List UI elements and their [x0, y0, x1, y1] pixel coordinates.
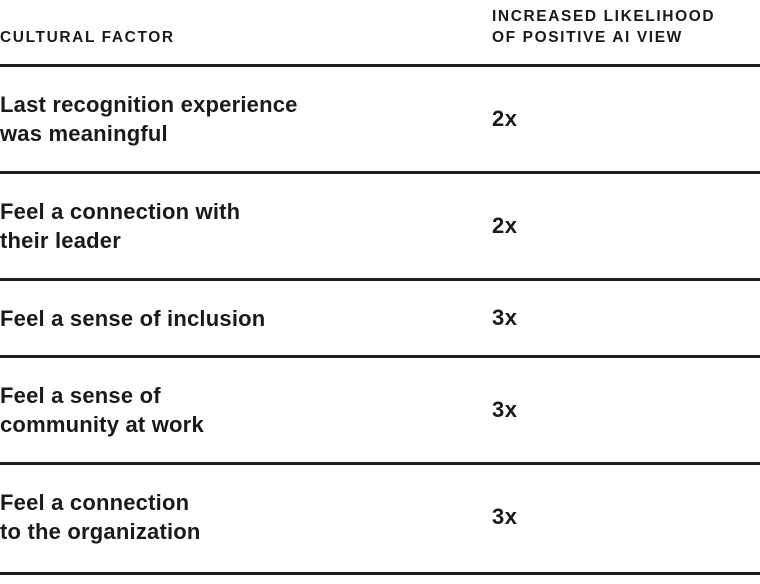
cultural-factor-text: Feel a connection to the organization	[0, 490, 201, 544]
column-header-cultural-factor: CULTURAL FACTOR	[0, 27, 175, 48]
likelihood-value-cell: 3x	[492, 465, 517, 569]
likelihood-value: 3x	[492, 397, 518, 422]
likelihood-value: 3x	[492, 504, 518, 529]
cultural-factor-text: Feel a connection with their leader	[0, 199, 241, 253]
table-row: Feel a connection with their leader 2x	[0, 174, 760, 278]
cultural-factor-cell: Last recognition experience was meaningf…	[0, 67, 420, 171]
table-header: CULTURAL FACTOR INCREASED LIKELIHOOD OF …	[0, 0, 760, 66]
cultural-factor-text: Last recognition experience was meaningf…	[0, 92, 298, 146]
row-divider	[0, 355, 760, 358]
table-bottom-divider	[0, 572, 760, 575]
likelihood-value-cell: 2x	[492, 174, 517, 278]
cultural-factor-text: Feel a sense of inclusion	[0, 305, 266, 331]
column-header-likelihood-line2: OF POSITIVE AI VIEW	[492, 29, 683, 46]
likelihood-value: 3x	[492, 305, 518, 330]
cultural-factor-cell: Feel a connection to the organization	[0, 465, 420, 569]
column-header-cultural-factor-label: CULTURAL FACTOR	[0, 29, 175, 46]
table-row: Feel a connection to the organization 3x	[0, 465, 760, 569]
cultural-factor-text: Feel a sense of community at work	[0, 383, 204, 437]
row-divider	[0, 171, 760, 174]
table-row: Last recognition experience was meaningf…	[0, 67, 760, 171]
cultural-factor-cell: Feel a sense of inclusion	[0, 281, 420, 355]
likelihood-value-cell: 3x	[492, 358, 517, 462]
header-divider	[0, 64, 760, 67]
column-header-likelihood: INCREASED LIKELIHOOD OF POSITIVE AI VIEW	[492, 6, 760, 48]
row-divider	[0, 462, 760, 465]
cultural-factor-cell: Feel a sense of community at work	[0, 358, 420, 462]
likelihood-value-cell: 2x	[492, 67, 517, 171]
column-header-likelihood-line1: INCREASED LIKELIHOOD	[492, 8, 716, 25]
likelihood-value: 2x	[492, 106, 518, 131]
row-divider	[0, 278, 760, 281]
table-row: Feel a sense of inclusion 3x	[0, 281, 760, 355]
cultural-factor-cell: Feel a connection with their leader	[0, 174, 420, 278]
table-row: Feel a sense of community at work 3x	[0, 358, 760, 462]
likelihood-value: 2x	[492, 213, 518, 238]
likelihood-value-cell: 3x	[492, 281, 517, 355]
